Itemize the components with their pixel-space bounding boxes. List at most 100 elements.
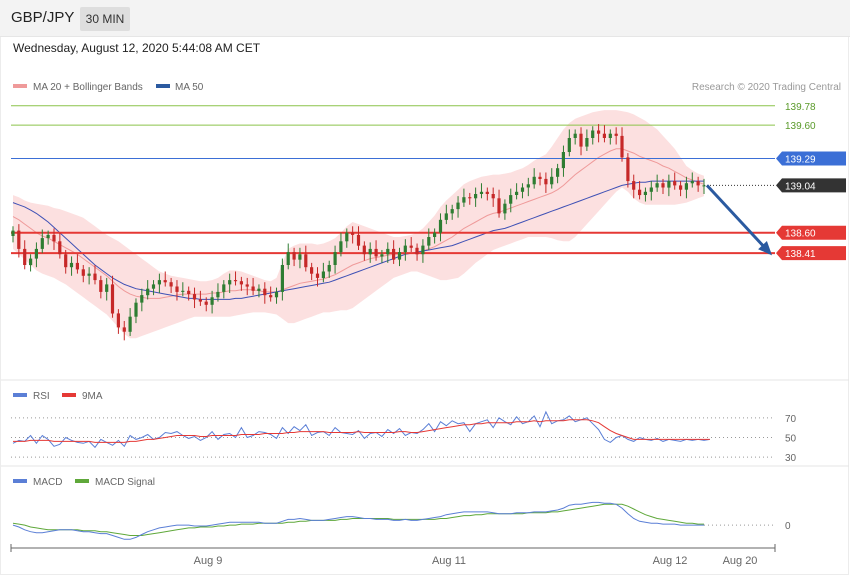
candle: [643, 187, 647, 202]
level-label: 139.60: [785, 121, 816, 132]
candle-body: [556, 168, 560, 177]
candle: [339, 232, 343, 257]
candle: [274, 287, 279, 304]
timeframe-badge[interactable]: 30 MIN: [80, 7, 130, 31]
candle-body: [169, 282, 173, 287]
candle: [491, 187, 495, 207]
x-tick-aug20: Aug 20: [723, 555, 758, 567]
candle-body: [46, 234, 50, 239]
candle: [403, 239, 407, 261]
candle: [163, 271, 167, 287]
candle-body: [591, 130, 595, 138]
candle: [69, 256, 74, 276]
candle-body: [444, 213, 448, 220]
bollinger-bands: [13, 110, 704, 339]
candle: [608, 129, 612, 145]
candle: [257, 284, 261, 298]
candle-body: [450, 209, 454, 214]
candle: [93, 265, 97, 285]
candle: [567, 129, 571, 157]
level-tag: [776, 246, 846, 261]
level-tag: [776, 178, 846, 193]
candle: [561, 145, 565, 177]
candle: [110, 275, 115, 318]
candle-body: [298, 254, 302, 260]
candle: [479, 183, 484, 199]
candle-body: [134, 302, 138, 317]
legend-ma50-label: MA 50: [175, 82, 204, 93]
candle: [626, 153, 630, 188]
candle-body: [374, 248, 378, 257]
candle: [620, 127, 624, 162]
candle-body: [655, 183, 659, 188]
projection-arrow-head: [758, 241, 773, 256]
candle: [362, 241, 366, 261]
candle: [585, 129, 589, 151]
top-bar: GBP/JPY 30 MIN: [0, 0, 850, 37]
candle: [286, 243, 290, 270]
candle: [263, 282, 267, 304]
candle: [233, 271, 238, 286]
candle-body: [69, 262, 74, 268]
candle-body: [509, 195, 513, 204]
level-label: 138.41: [785, 249, 816, 260]
candle: [386, 242, 390, 263]
candle-body: [397, 252, 402, 260]
bollinger-band-area: [13, 110, 704, 339]
candle-body: [23, 248, 27, 265]
candle-body: [544, 178, 548, 185]
projection: [705, 184, 773, 256]
candle: [46, 230, 50, 245]
candle: [52, 228, 56, 250]
rsi-tick-label: 70: [785, 414, 797, 425]
candle: [122, 320, 126, 341]
candle: [526, 177, 530, 197]
candle-body: [198, 299, 202, 302]
legend-rsi-swatch: [13, 393, 27, 397]
candle-body: [602, 133, 606, 138]
level-current-3: 139.04: [704, 178, 846, 193]
candle: [550, 168, 554, 189]
candle: [450, 204, 454, 220]
candle: [146, 280, 150, 300]
candle: [380, 249, 384, 263]
candle-body: [409, 245, 413, 248]
candle-body: [274, 291, 279, 298]
x-tick-aug12: Aug 12: [653, 555, 688, 567]
candle-body: [474, 194, 478, 199]
candle-body: [187, 290, 191, 294]
candle: [509, 188, 513, 213]
candle: [169, 277, 173, 293]
candlesticks: [11, 124, 706, 341]
candle-body: [140, 295, 144, 303]
candle: [105, 277, 109, 301]
candle: [679, 181, 683, 197]
candle-body: [620, 135, 624, 158]
moving-averages: [12, 148, 705, 300]
macd-signal-line: [12, 503, 704, 536]
candle: [128, 308, 132, 337]
candle-body: [468, 197, 472, 199]
candle: [81, 265, 85, 283]
candle-body: [151, 284, 156, 289]
candle: [485, 187, 489, 201]
candle-body: [204, 301, 208, 305]
candle: [638, 181, 642, 200]
candle: [538, 172, 542, 186]
candle: [75, 254, 79, 274]
candle-body: [105, 284, 109, 292]
candle-body: [116, 313, 120, 328]
candle: [17, 224, 21, 258]
candle-body: [362, 245, 366, 255]
candle: [503, 199, 507, 220]
candle-body: [538, 176, 542, 179]
candle-body: [87, 273, 91, 276]
candle-body: [304, 254, 308, 268]
candle-body: [433, 232, 437, 237]
candle: [597, 124, 601, 143]
candle-body: [239, 281, 243, 285]
legend-rsi-label: RSI: [33, 391, 50, 402]
candle: [58, 232, 62, 259]
candle-body: [321, 271, 325, 278]
